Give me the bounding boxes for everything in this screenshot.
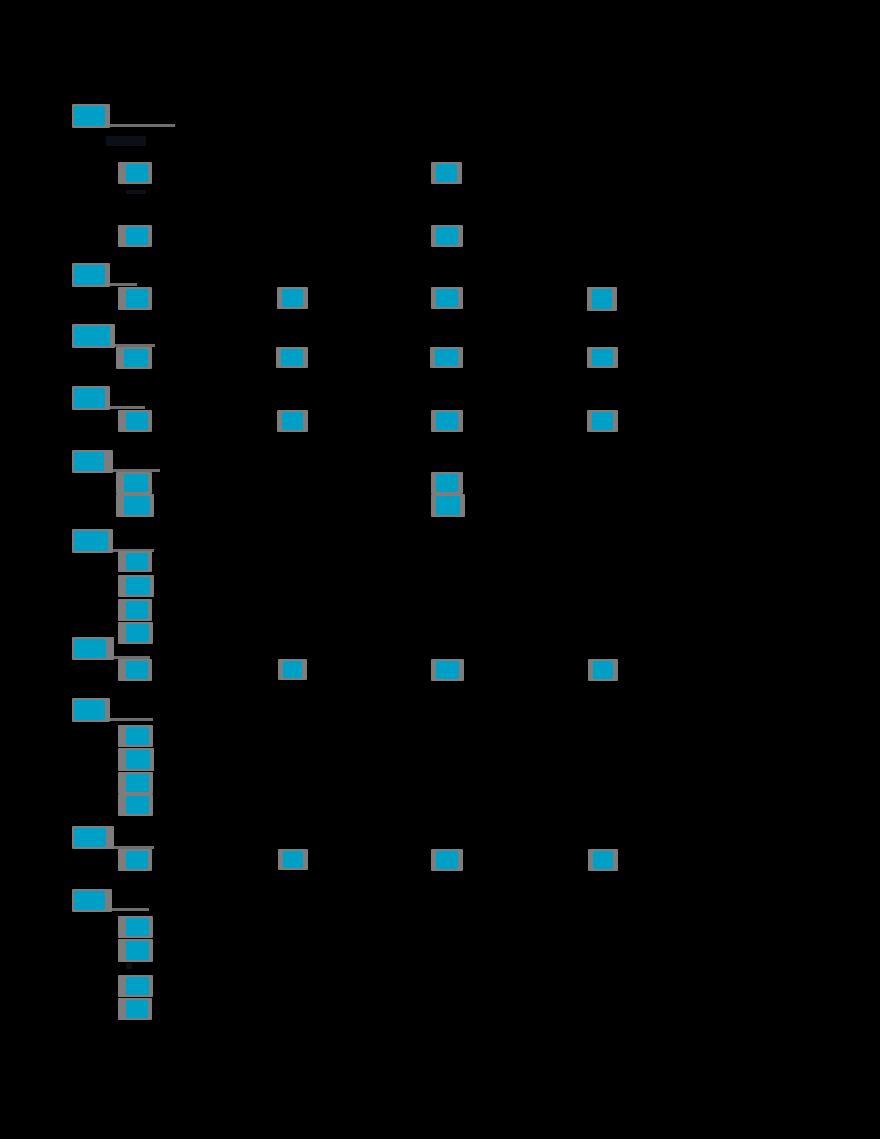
row-12-label — [126, 661, 148, 679]
row-5-value-2 — [436, 412, 458, 430]
row-4-value-3 — [592, 349, 613, 366]
smudge-d — [126, 190, 146, 194]
row-21-label — [126, 1000, 148, 1018]
row-4-value-1 — [281, 349, 303, 366]
row-12-value-2 — [436, 661, 459, 679]
row-12-value-1 — [283, 661, 302, 678]
row-2-label — [126, 227, 148, 245]
row-8-label — [126, 553, 148, 570]
row-17-value-3 — [593, 851, 613, 869]
row-3-value-1 — [282, 289, 303, 307]
row-12-value-3 — [593, 661, 613, 679]
row-17-label — [126, 851, 148, 869]
row-5-label — [126, 412, 148, 430]
section-header-7 — [74, 639, 106, 658]
row-3-value-3 — [592, 289, 612, 309]
smudge-e — [106, 136, 146, 146]
row-14-label — [126, 750, 150, 769]
row-19-label — [126, 941, 149, 960]
row-5-value-3 — [592, 412, 613, 430]
leader-1 — [105, 124, 175, 127]
row-6-value-1 — [436, 474, 458, 492]
row-20-label — [126, 977, 149, 995]
row-2-value-1 — [436, 227, 458, 245]
row-11-label — [126, 624, 149, 642]
section-header-10 — [74, 891, 105, 910]
row-6-label — [124, 474, 148, 492]
smudge-c — [126, 963, 132, 969]
row-13-label — [126, 727, 149, 745]
leader-4 — [105, 406, 145, 409]
leader-10 — [105, 908, 149, 911]
section-header-2 — [74, 265, 105, 285]
row-17-value-1 — [283, 851, 303, 868]
leader-8 — [105, 718, 153, 721]
row-4-value-2 — [435, 349, 458, 366]
section-header-8 — [74, 700, 105, 720]
section-header-6 — [74, 531, 108, 551]
row-18-label — [126, 918, 149, 936]
section-header-3 — [74, 326, 110, 346]
row-3-value-2 — [436, 289, 458, 307]
leader-6 — [106, 549, 154, 552]
row-5-value-1 — [282, 412, 303, 430]
leader-7 — [106, 656, 150, 659]
row-7-value-1 — [436, 496, 460, 515]
row-4-label — [124, 349, 148, 367]
row-10-label — [126, 601, 148, 619]
section-header-4 — [74, 388, 105, 408]
row-17-value-2 — [436, 851, 458, 869]
row-1-value-1 — [436, 164, 457, 182]
row-7-label — [124, 496, 150, 515]
leader-5 — [104, 469, 160, 472]
section-header-5 — [74, 452, 104, 471]
section-header-1 — [74, 106, 105, 126]
row-15-label — [126, 774, 149, 792]
leader-9 — [106, 846, 154, 849]
leader-3 — [107, 344, 155, 347]
row-9-label — [126, 577, 150, 595]
section-header-9 — [74, 828, 106, 847]
row-16-label — [126, 796, 149, 814]
row-3-label — [126, 289, 148, 308]
row-1-label — [126, 164, 148, 182]
leader-2 — [105, 283, 137, 286]
